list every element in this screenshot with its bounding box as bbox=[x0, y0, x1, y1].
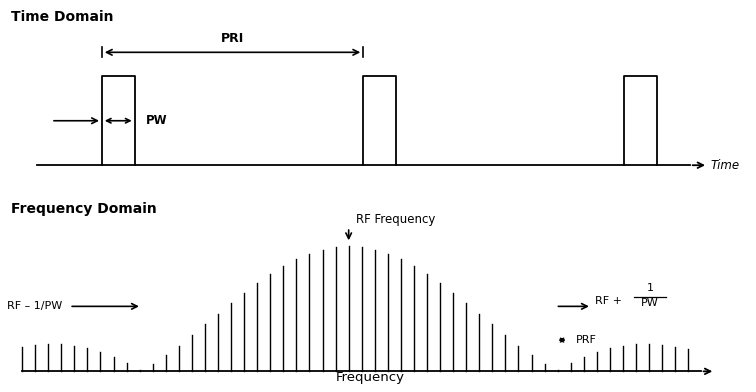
Text: PW: PW bbox=[145, 114, 167, 127]
Text: 1: 1 bbox=[646, 283, 653, 293]
Text: RF – 1/PW: RF – 1/PW bbox=[7, 301, 62, 311]
Text: Time: Time bbox=[710, 159, 739, 172]
Text: PRI: PRI bbox=[221, 33, 244, 45]
Text: Frequency: Frequency bbox=[336, 371, 405, 384]
Text: Time Domain: Time Domain bbox=[11, 10, 113, 24]
Text: RF +: RF + bbox=[596, 296, 626, 305]
Text: RF Frequency: RF Frequency bbox=[356, 212, 435, 225]
Text: PRF: PRF bbox=[576, 335, 596, 345]
Text: Frequency Domain: Frequency Domain bbox=[11, 202, 157, 216]
Text: PW: PW bbox=[641, 298, 658, 309]
